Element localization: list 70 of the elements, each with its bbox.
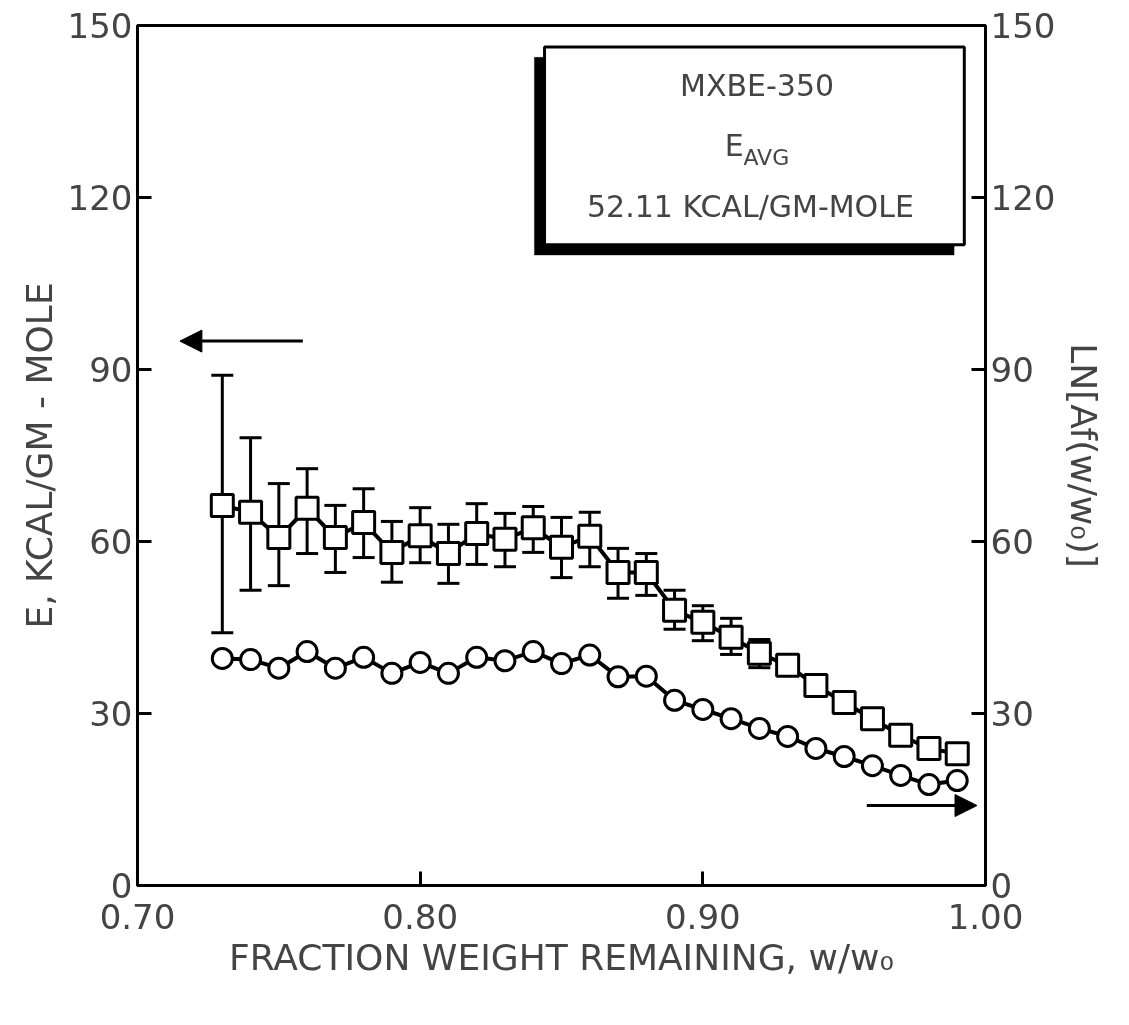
annotation: MXBE-350 [680,68,835,104]
y2-tick-label: 150 [990,6,1056,46]
point [690,609,716,635]
y-tick-label: 150 [67,6,133,46]
point [832,745,856,768]
point [775,652,801,678]
point [521,640,545,664]
y-tick-label: 60 [89,522,133,562]
point [210,646,234,670]
point [747,716,771,740]
x-tick-label: 0.80 [382,896,459,937]
y2-tick-label: 120 [990,178,1056,218]
point [691,698,715,721]
point [407,523,433,549]
point [719,707,743,731]
point [917,773,941,797]
y2-tick-label: 60 [990,522,1034,562]
point [859,706,885,732]
point [465,645,489,669]
y2-axis-title: LN[Af(w/w₀)] [1063,343,1105,568]
point [294,495,320,521]
point [408,650,432,674]
x-tick-label: 0.90 [664,896,741,937]
point [605,559,631,585]
point [916,735,942,761]
point [379,539,405,565]
point [776,724,800,748]
y2-tick-label: 90 [990,350,1034,390]
point [550,652,573,676]
point [266,524,292,550]
point [663,688,687,712]
y2-tick-label: 30 [990,694,1034,734]
y-tick-label: 30 [89,694,133,734]
point [549,534,574,560]
y-axis-title: E, KCAL/GM - MOLE [18,282,60,629]
point [860,754,884,778]
point [323,656,347,680]
point [267,656,291,680]
point [464,520,490,546]
point [380,661,404,685]
x-axis-title: FRACTION WEIGHT REMAINING, w/w₀ [229,936,894,978]
point [493,649,517,673]
point [662,597,688,623]
point [351,510,377,536]
point [239,648,263,672]
point [578,643,602,667]
point [492,526,518,552]
point [944,741,970,767]
y-tick-label: 120 [67,178,133,218]
point [435,541,461,567]
point [831,690,857,716]
point [577,523,603,549]
point [945,769,969,793]
point [633,559,659,585]
point [718,624,744,650]
point [803,672,829,698]
point [888,722,914,748]
point [322,524,348,550]
point [209,492,235,518]
point [606,665,630,689]
point [634,664,658,688]
point [804,736,828,760]
point [889,763,913,787]
point [520,515,546,541]
point [352,645,376,669]
point [238,499,264,525]
point [436,661,460,685]
point [295,640,319,664]
y-tick-label: 90 [89,350,133,390]
annotation: 52.11 KCAL/GM-MOLE [587,188,914,224]
